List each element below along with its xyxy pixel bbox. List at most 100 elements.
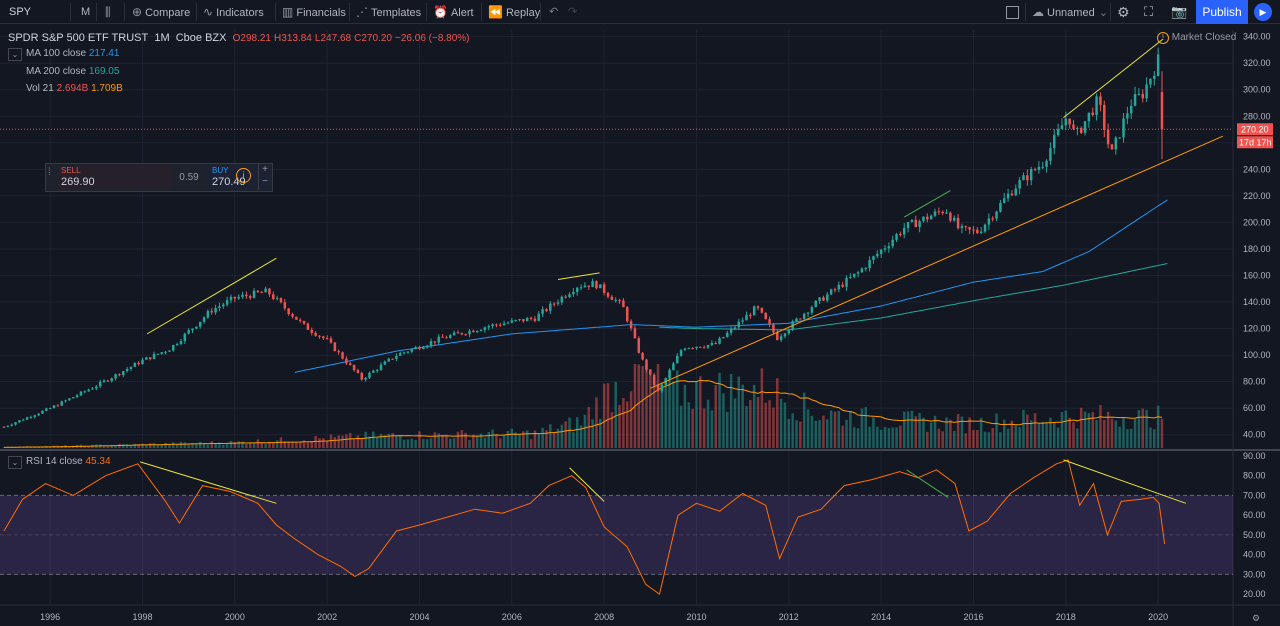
compare-button[interactable]: ⊕ Compare <box>132 0 190 24</box>
volume-label: Vol 21 <box>26 83 54 94</box>
volume-bar <box>968 417 971 448</box>
candle-body <box>445 337 448 339</box>
volume-bar <box>206 444 210 448</box>
price-axis-label: 80.00 <box>1243 377 1266 387</box>
volume-bar <box>264 443 267 448</box>
rsi-trendline-yellow[interactable] <box>569 467 605 502</box>
volume-bar <box>152 443 156 448</box>
candle-body <box>587 285 591 287</box>
rsi-legend[interactable]: RSI 14 close 45.34 <box>26 456 111 467</box>
candle-body <box>1133 94 1137 106</box>
volume-bar <box>402 439 406 448</box>
price-axis-label: 340.00 <box>1243 32 1271 42</box>
trendline-yellow[interactable] <box>557 272 600 280</box>
redo-button[interactable]: ↷ <box>568 0 577 24</box>
time-axis-label: 2006 <box>502 612 522 622</box>
volume-bar <box>283 441 287 448</box>
volume-bar <box>210 441 213 448</box>
volume-bar <box>691 408 694 448</box>
rsi-trendline-yellow[interactable] <box>1063 459 1187 504</box>
candle-body <box>679 350 683 356</box>
volume-bar <box>1041 421 1044 448</box>
candle-body <box>87 389 90 392</box>
candle-body <box>1137 93 1141 95</box>
undo-button[interactable]: ↶ <box>549 0 558 24</box>
candle-body <box>1003 198 1006 203</box>
volume-bar <box>872 417 875 448</box>
volume-legend[interactable]: Vol 21 2.694B 1.709B <box>26 83 123 94</box>
volume-bar <box>464 432 467 448</box>
candle-body <box>168 350 171 352</box>
volume-bar <box>1068 417 1071 448</box>
quantity-stepper[interactable]: + − <box>258 164 271 190</box>
volume-bar <box>579 425 583 448</box>
rsi-trendline-green[interactable] <box>906 469 949 498</box>
volume-bar <box>214 443 217 448</box>
templates-button[interactable]: ⋰ Templates <box>356 0 421 24</box>
candle-body <box>41 410 44 414</box>
interval-button[interactable]: M <box>81 6 91 18</box>
candle-body <box>60 401 63 406</box>
candle-body <box>79 391 83 396</box>
candle-body <box>906 222 910 228</box>
trendline-orange[interactable] <box>650 135 1223 389</box>
trendlines[interactable] <box>140 38 1223 504</box>
candle-body <box>1103 104 1106 130</box>
volume-bar <box>479 433 483 448</box>
indicators-button[interactable]: ∿ Indicators <box>203 0 264 24</box>
ma200-legend[interactable]: MA 200 close 169.05 <box>26 66 119 77</box>
maximize-button[interactable]: ⛶ <box>1144 0 1153 24</box>
ma100-legend[interactable]: MA 100 close 217.41 <box>26 48 119 59</box>
volume-bar <box>387 433 390 448</box>
candle-body <box>198 321 202 327</box>
candle-body <box>1026 175 1029 181</box>
replay-button[interactable]: ⏪ Replay <box>488 0 540 24</box>
candle-body <box>583 285 587 288</box>
trendline-yellow[interactable] <box>146 257 277 335</box>
candle-body <box>752 306 756 316</box>
candle-body <box>1122 118 1125 138</box>
publish-button[interactable]: Publish <box>1196 0 1248 24</box>
candle-body <box>64 400 67 402</box>
play-button[interactable]: ▶ <box>1254 3 1272 21</box>
candle-body <box>668 370 671 379</box>
candle-body <box>860 268 864 273</box>
alert-button[interactable]: ⏰ Alert <box>433 0 474 24</box>
volume-bar <box>545 430 548 448</box>
info-icon[interactable]: i <box>236 168 251 183</box>
redo-icon: ↷ <box>568 6 578 18</box>
layout-name-menu[interactable]: ☁ Unnamed ⌄ <box>1032 0 1108 24</box>
sell-button[interactable]: SELL 269.90 <box>58 165 172 190</box>
rsi-trendline-yellow[interactable] <box>140 461 277 504</box>
volume-bar <box>952 430 956 448</box>
rsi-collapse-toggle[interactable]: ⌄ <box>8 456 22 469</box>
candle-body <box>1033 169 1037 171</box>
volume-bar <box>1118 426 1121 448</box>
drag-handle[interactable]: ⁞ <box>48 167 51 178</box>
volume-bar <box>710 410 714 448</box>
financials-button[interactable]: ▥ Financials <box>282 0 346 24</box>
market-status: ! Market Closed <box>1157 32 1236 44</box>
volume-bar <box>29 447 33 448</box>
candle-body <box>891 239 894 247</box>
fullscreen-toggle[interactable] <box>1006 0 1019 24</box>
candle-body <box>749 315 752 317</box>
chart-style-button[interactable]: ⫼ <box>105 0 114 24</box>
settings-button[interactable]: ⚙ <box>1117 0 1130 24</box>
legend-collapse-toggle[interactable]: ⌄ <box>8 48 22 61</box>
trendline-green[interactable] <box>903 190 951 218</box>
volume-bar <box>499 438 502 448</box>
volume-bar <box>422 439 425 448</box>
candle-body <box>902 227 906 235</box>
time-axis-label: 2002 <box>317 612 337 622</box>
snapshot-button[interactable]: 📷 <box>1171 0 1187 24</box>
symbol-search[interactable]: SPY <box>9 6 32 18</box>
rsi-band <box>0 494 1233 575</box>
candle-body <box>214 308 217 313</box>
trendline-yellow[interactable] <box>1063 38 1164 118</box>
candle-body <box>614 299 617 301</box>
candle-body <box>291 314 294 317</box>
sell-label: SELL <box>61 166 81 175</box>
volume-bar <box>379 433 383 448</box>
